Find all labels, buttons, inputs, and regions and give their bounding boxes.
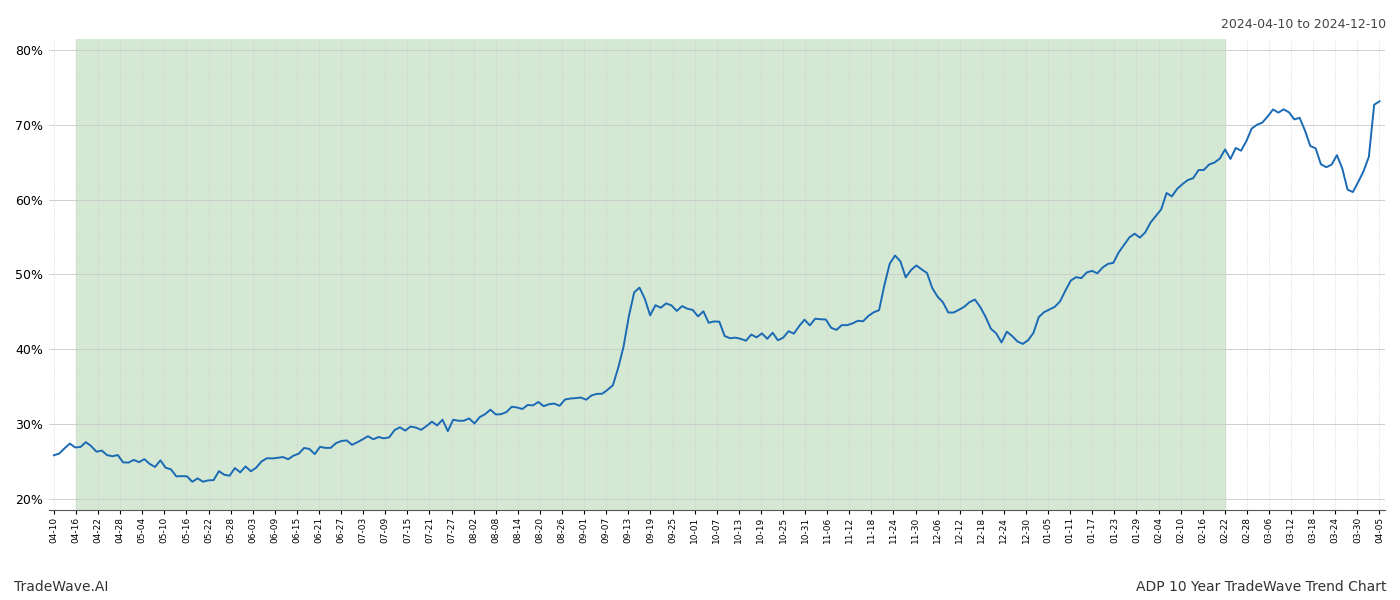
Text: TradeWave.AI: TradeWave.AI <box>14 580 108 594</box>
Text: 2024-04-10 to 2024-12-10: 2024-04-10 to 2024-12-10 <box>1221 18 1386 31</box>
Text: ADP 10 Year TradeWave Trend Chart: ADP 10 Year TradeWave Trend Chart <box>1135 580 1386 594</box>
Bar <box>76 39 1225 510</box>
